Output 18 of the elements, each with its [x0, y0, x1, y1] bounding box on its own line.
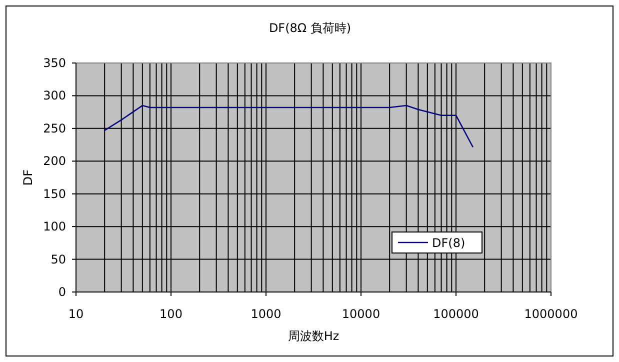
- y-axis-title: DF: [21, 169, 35, 186]
- y-tick-label: 0: [58, 285, 66, 299]
- y-tick-label: 200: [43, 154, 66, 168]
- x-tick-label: 1000000: [524, 307, 578, 321]
- y-tick-label: 150: [43, 186, 66, 201]
- x-tick-label: 1000: [250, 307, 282, 321]
- legend-label: DF(8): [432, 236, 466, 250]
- y-tick-label: 50: [50, 252, 66, 266]
- y-tick-label: 100: [43, 220, 66, 234]
- x-tick-label: 10000: [342, 307, 380, 321]
- x-axis-title: 周波数Hz: [288, 329, 340, 343]
- x-tick-label: 10: [68, 307, 84, 321]
- chart-title: DF(8Ω 負荷時): [268, 21, 352, 35]
- y-tick-label: 300: [43, 88, 66, 103]
- y-tick-label: 250: [43, 121, 66, 136]
- y-tick-label: 350: [43, 56, 66, 70]
- x-tick-label: 100: [160, 307, 182, 321]
- x-tick-label: 100000: [433, 307, 479, 321]
